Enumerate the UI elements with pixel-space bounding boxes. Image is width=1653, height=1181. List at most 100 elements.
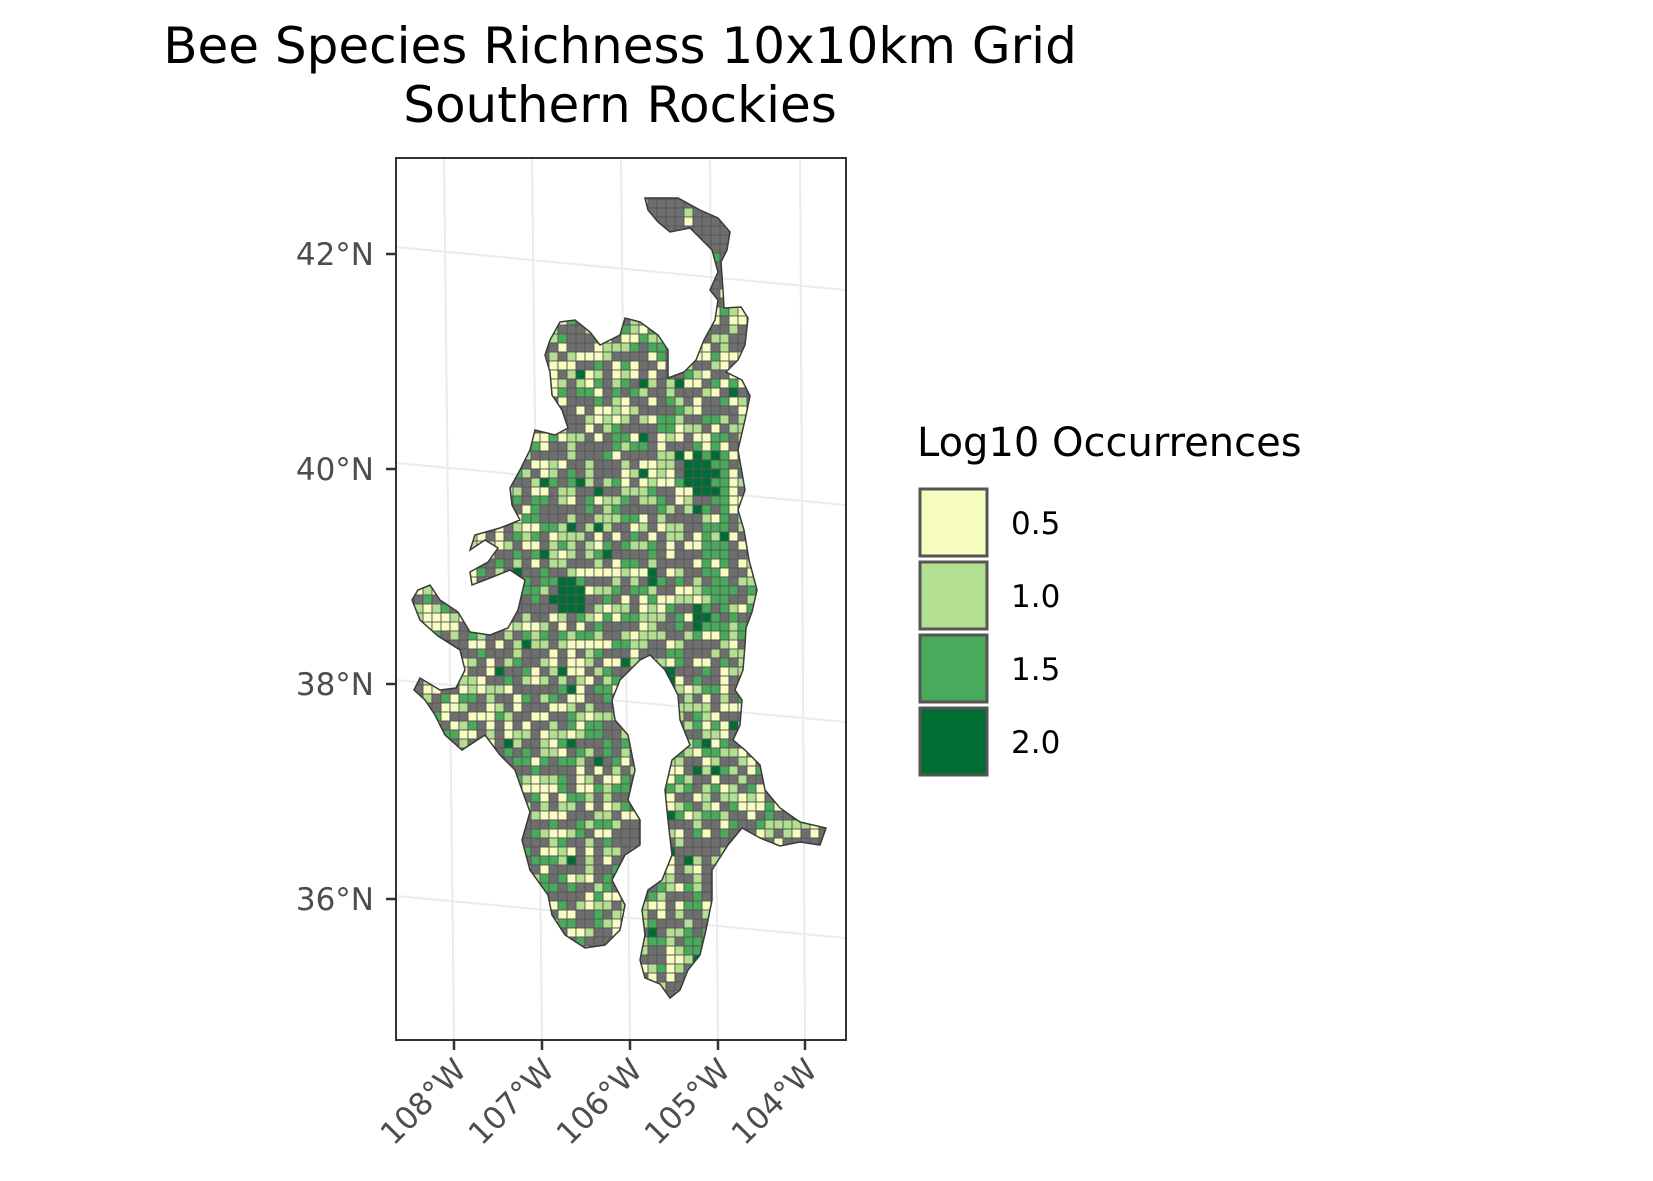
grid-cell [512, 702, 523, 713]
grid-cell [647, 405, 658, 416]
grid-cell [647, 558, 658, 569]
grid-cell [548, 621, 559, 632]
grid-cell [557, 909, 568, 920]
grid-cell [665, 792, 676, 803]
grid-cell [656, 639, 667, 650]
grid-cell [638, 540, 649, 551]
grid-cell [602, 882, 613, 893]
grid-cell [476, 567, 487, 578]
grid-cell [584, 684, 595, 695]
grid-cell [584, 621, 595, 632]
grid-cell [719, 720, 730, 731]
grid-cell [719, 486, 730, 497]
grid-cell [593, 468, 604, 479]
grid-cell [719, 810, 730, 821]
grid-cell [566, 846, 577, 857]
grid-cell [530, 837, 541, 848]
grid-cell [719, 684, 730, 695]
grid-cell [539, 846, 550, 857]
grid-cell [674, 666, 685, 677]
grid-cell [728, 792, 739, 803]
grid-cell [683, 684, 694, 695]
grid-cell [584, 576, 595, 587]
grid-cell [584, 810, 595, 821]
grid-cell [557, 738, 568, 749]
grid-cell [719, 351, 730, 362]
grid-cell [683, 504, 694, 515]
grid-cell [593, 477, 604, 488]
grid-cell [656, 558, 667, 569]
grid-cell [548, 351, 559, 362]
grid-cell [656, 378, 667, 389]
grid-cell [512, 648, 523, 659]
grid-cell [593, 666, 604, 677]
grid-cell [602, 342, 613, 353]
grid-cell [521, 684, 532, 695]
grid-cell [566, 819, 577, 830]
grid-cell [575, 522, 586, 533]
grid-cell [683, 828, 694, 839]
grid-cell [647, 531, 658, 542]
grid-cell [530, 594, 541, 605]
grid-cell [530, 801, 541, 812]
grid-cell [656, 576, 667, 587]
grid-cell [665, 630, 676, 641]
grid-cell [701, 225, 712, 236]
grid-cell [665, 432, 676, 443]
grid-cell [728, 774, 739, 785]
grid-cell [719, 504, 730, 515]
grid-cell [539, 729, 550, 740]
grid-cell [674, 792, 685, 803]
grid-cell [449, 693, 460, 704]
grid-cell [737, 396, 748, 407]
grid-cell [548, 630, 559, 641]
grid-cell [575, 351, 586, 362]
grid-cell [620, 486, 631, 497]
grid-cell [566, 630, 577, 641]
grid-cell [746, 765, 757, 776]
grid-cell [575, 774, 586, 785]
grid-cell [620, 594, 631, 605]
y-tick-label-42: 42°N [296, 237, 374, 273]
grid-cell [575, 450, 586, 461]
grid-cell [683, 522, 694, 533]
grid-cell [737, 603, 748, 614]
grid-cell [692, 801, 703, 812]
grid-cell [647, 522, 658, 533]
grid-cell [710, 360, 721, 371]
grid-cell [701, 351, 712, 362]
grid-cell [629, 504, 640, 515]
grid-cell [710, 549, 721, 560]
grid-cell [557, 891, 568, 902]
grid-cell [656, 387, 667, 398]
grid-cell [521, 630, 532, 641]
grid-cell [683, 513, 694, 524]
grid-cell [611, 594, 622, 605]
grid-cell [548, 459, 559, 470]
grid-cell [638, 423, 649, 434]
grid-cell [629, 648, 640, 659]
grid-cell [575, 828, 586, 839]
grid-cell [593, 756, 604, 767]
grid-cell [692, 657, 703, 668]
y-tick-label-40: 40°N [296, 452, 374, 488]
grid-cell [611, 405, 622, 416]
grid-cell [683, 639, 694, 650]
grid-cell [575, 810, 586, 821]
grid-cell [782, 819, 793, 830]
grid-cell [566, 333, 577, 344]
grid-cell [602, 729, 613, 740]
grid-cell [620, 459, 631, 470]
grid-cell [566, 558, 577, 569]
grid-cell [593, 909, 604, 920]
grid-cell [557, 495, 568, 506]
grid-cell [701, 729, 712, 740]
grid-cell [575, 639, 586, 650]
grid-cell [557, 333, 568, 344]
grid-cell [719, 675, 730, 686]
grid-cell [593, 603, 604, 614]
grid-cell [728, 810, 739, 821]
legend-title: Log10 Occurrences [917, 420, 1302, 466]
grid-cell [530, 630, 541, 641]
grid-cell [593, 405, 604, 416]
